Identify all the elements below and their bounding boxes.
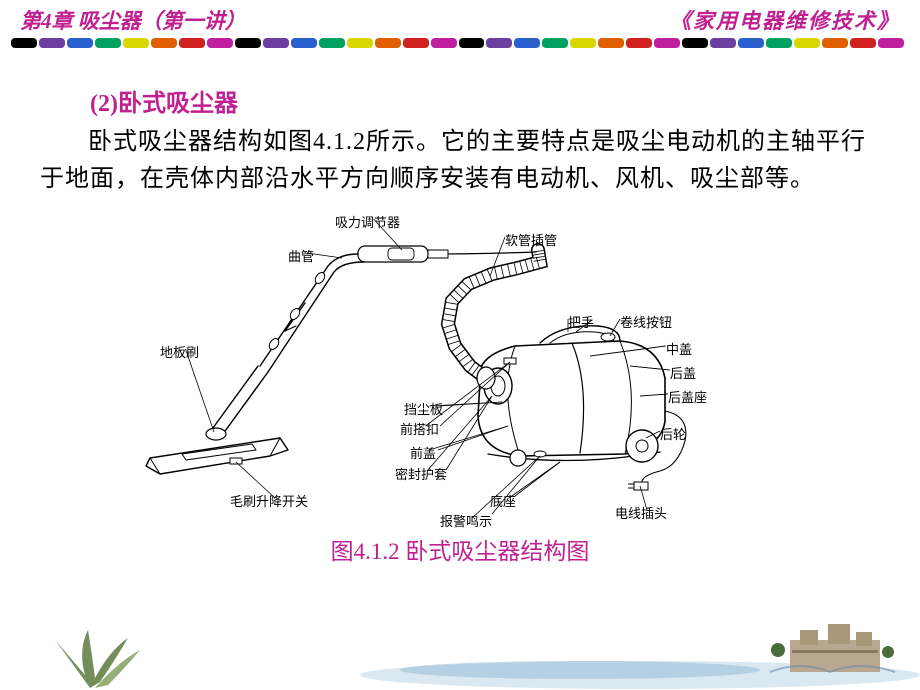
- vacuum-diagram: [120, 206, 800, 526]
- figure-label-base: 底座: [490, 491, 516, 510]
- figure-label-alarm: 报警鸣示: [440, 511, 492, 530]
- figure-label-handle: 把手: [568, 312, 594, 331]
- figure-label-plug: 电线插头: [615, 503, 667, 522]
- decor-color-bar: [10, 38, 905, 48]
- color-dot: [39, 38, 65, 48]
- color-dot: [11, 38, 37, 48]
- figure-label-rear_seat: 后盖座: [668, 387, 707, 406]
- section-paragraph: 卧式吸尘器结构如图4.1.2所示。它的主要特点是吸尘电动机的主轴平行于地面，在壳…: [40, 124, 880, 198]
- figure-area: 吸力调节器软管插管曲管地板刷 把手 卷线按钮中盖后盖后盖座后轮 挡尘板前搭扣前盖密封护…: [120, 206, 800, 526]
- figure-label-cord_btn: 卷线按钮: [620, 312, 672, 331]
- color-dot: [151, 38, 177, 48]
- color-dot: [710, 38, 736, 48]
- section-subhead: (2)卧式吸尘器: [90, 83, 880, 118]
- color-dot: [403, 38, 429, 48]
- figure-caption: 图4.1.2 卧式吸尘器结构图: [40, 532, 880, 566]
- figure-label-dust_plate: 挡尘板: [404, 399, 443, 418]
- figure-label-seal_sleeve: 密封护套: [395, 464, 447, 483]
- color-dot: [291, 38, 317, 48]
- color-dot: [486, 38, 512, 48]
- figure-label-suction_adj: 吸力调节器: [335, 212, 400, 231]
- figure-label-front_cover: 前盖: [410, 443, 436, 462]
- book-title: 《家用电器维修技术》: [670, 5, 900, 35]
- color-dot: [822, 38, 848, 48]
- color-dot: [514, 38, 540, 48]
- color-dot: [319, 38, 345, 48]
- content-area: (2)卧式吸尘器 卧式吸尘器结构如图4.1.2所示。它的主要特点是吸尘电动机的主…: [0, 48, 920, 566]
- color-dot: [570, 38, 596, 48]
- figure-label-front_latch: 前搭扣: [400, 419, 439, 438]
- color-dot: [431, 38, 457, 48]
- color-dot: [375, 38, 401, 48]
- color-dot: [95, 38, 121, 48]
- footer-decoration: [0, 620, 920, 690]
- color-dot: [794, 38, 820, 48]
- color-dot: [263, 38, 289, 48]
- figure-label-bent_tube: 曲管: [288, 246, 314, 265]
- figure-label-floor_brush: 地板刷: [160, 342, 199, 361]
- color-dot: [179, 38, 205, 48]
- color-dot: [347, 38, 373, 48]
- color-dot: [123, 38, 149, 48]
- leaves-icon: [55, 630, 140, 688]
- scenery-icon: [360, 624, 920, 689]
- figure-label-hose: 软管插管: [505, 230, 557, 249]
- figure-label-rear_wheel: 后轮: [660, 424, 686, 443]
- color-dot: [682, 38, 708, 48]
- figure-label-brush_switch: 毛刷升降开关: [230, 491, 308, 510]
- color-dot: [207, 38, 233, 48]
- color-dot: [235, 38, 261, 48]
- color-dot: [738, 38, 764, 48]
- color-dot: [766, 38, 792, 48]
- color-dot: [542, 38, 568, 48]
- color-dot: [459, 38, 485, 48]
- chapter-title: 第4章 吸尘器（第一讲）: [20, 5, 246, 35]
- color-dot: [626, 38, 652, 48]
- figure-label-mid_cover: 中盖: [666, 339, 692, 358]
- color-dot: [850, 38, 876, 48]
- color-dot: [878, 38, 904, 48]
- color-dot: [67, 38, 93, 48]
- header-row: 第4章 吸尘器（第一讲） 《家用电器维修技术》: [0, 0, 920, 35]
- color-dot: [654, 38, 680, 48]
- figure-label-rear_cover: 后盖: [670, 363, 696, 382]
- color-dot: [598, 38, 624, 48]
